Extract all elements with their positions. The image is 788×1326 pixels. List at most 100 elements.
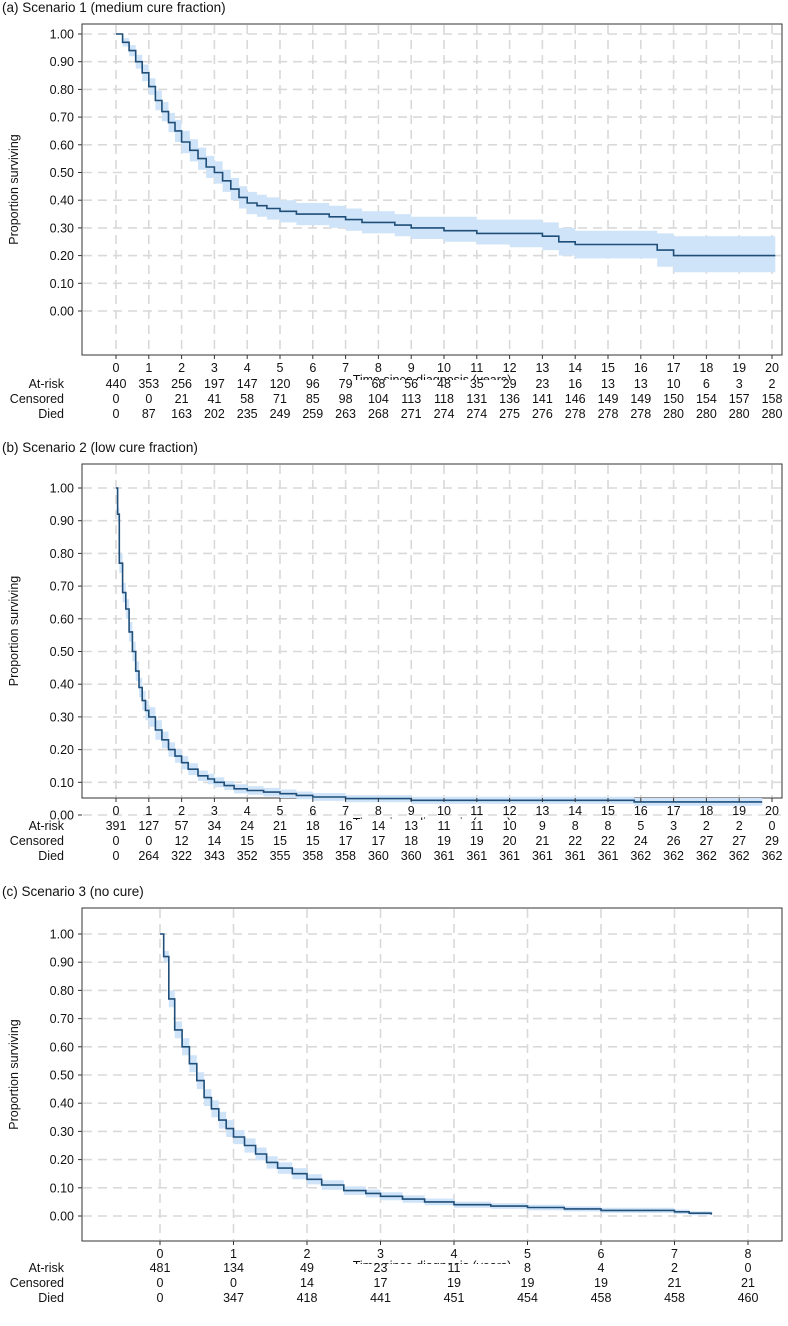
risk-cell: 29 — [765, 834, 779, 848]
x-tick-label: 3 — [211, 804, 218, 818]
x-tick-label: 1 — [145, 361, 152, 375]
risk-cell: 0 — [744, 1261, 752, 1275]
risk-cell: 0 — [230, 1276, 237, 1290]
risk-cell: 13 — [633, 377, 648, 391]
risk-cell: 197 — [203, 377, 225, 391]
y-tick-label: 0.10 — [50, 1181, 74, 1195]
x-tick-label: 0 — [113, 361, 120, 375]
risk-row-label: Died — [38, 1291, 64, 1305]
x-tick-label: 16 — [634, 361, 648, 375]
risk-cell: 154 — [695, 392, 717, 406]
x-tick-label: 2 — [304, 1247, 311, 1261]
risk-cell: 440 — [105, 377, 127, 391]
x-tick-label: 17 — [667, 361, 681, 375]
risk-cell: 0 — [112, 834, 120, 848]
risk-cell: 278 — [630, 407, 652, 421]
risk-cell: 22 — [568, 834, 583, 848]
risk-cell: 15 — [273, 834, 287, 848]
y-tick-label: 0.80 — [50, 984, 74, 998]
panel-scenario-1: (a) Scenario 1 (medium cure fraction) 0.… — [0, 0, 788, 440]
risk-cell: 280 — [695, 407, 717, 421]
risk-cell: 278 — [597, 407, 619, 421]
risk-cell: 134 — [223, 1261, 244, 1275]
risk-cell: 347 — [223, 1291, 244, 1305]
risk-cell: 19 — [447, 1276, 461, 1290]
risk-cell: 27 — [699, 834, 714, 848]
risk-row-at-risk: At-risk 481 134 49 23 11 8 4 2 0 — [0, 1261, 788, 1276]
risk-cell: 360 — [367, 849, 389, 863]
risk-cell: 358 — [302, 849, 324, 863]
risk-cell: 458 — [664, 1291, 685, 1305]
survival-line — [160, 933, 713, 1215]
risk-row-at-risk: At-risk 391 127 57 34 24 21 18 16 14 13 11 11 10 9 8 8 5 3… — [0, 819, 788, 834]
x-axis-label: Time since diagnosis (years) — [353, 373, 512, 380]
y-tick-label: 0.60 — [50, 1040, 74, 1054]
risk-cell: 2 — [702, 819, 710, 833]
x-tick-label: 13 — [535, 361, 549, 375]
chart-title: (b) Scenario 2 (low cure fraction) — [2, 440, 198, 455]
risk-cell: 21 — [174, 392, 189, 406]
risk-cell: 343 — [203, 849, 225, 863]
y-tick-label: 0.90 — [50, 55, 74, 69]
risk-cell: 391 — [105, 819, 127, 833]
risk-cell: 4 — [597, 1261, 605, 1275]
risk-cell: 17 — [371, 834, 386, 848]
y-tick-label: 0.40 — [50, 194, 74, 208]
risk-cell: 21 — [667, 1276, 682, 1290]
y-tick-label: 0.40 — [50, 678, 74, 692]
risk-cell: 71 — [273, 392, 287, 406]
risk-row-label: Died — [38, 407, 64, 421]
risk-cell: 418 — [296, 1291, 318, 1305]
risk-cell: 13 — [404, 819, 419, 833]
risk-cell: 146 — [564, 392, 586, 406]
risk-cell: 104 — [367, 392, 389, 406]
y-tick-label: 0.90 — [50, 514, 74, 528]
risk-cell: 118 — [434, 392, 454, 406]
risk-cell: 157 — [728, 392, 750, 406]
x-tick-label: 6 — [309, 804, 316, 818]
x-tick-label: 4 — [244, 804, 251, 818]
risk-cell: 361 — [433, 849, 455, 863]
risk-row-label: At-risk — [28, 377, 64, 391]
risk-cell: 24 — [633, 834, 648, 848]
risk-cell: 235 — [236, 407, 258, 421]
risk-cell: 24 — [240, 819, 255, 833]
x-tick-label: 1 — [145, 804, 152, 818]
risk-cell: 149 — [597, 392, 619, 406]
risk-cell: 5 — [637, 819, 645, 833]
y-tick-label: 1.00 — [50, 28, 74, 42]
risk-cell: 8 — [604, 819, 612, 833]
x-tick-label: 19 — [732, 361, 746, 375]
risk-cell: 11 — [447, 1261, 461, 1275]
y-tick-label: 0.20 — [50, 249, 74, 263]
risk-cell: 355 — [269, 849, 291, 863]
risk-cell: 361 — [466, 849, 488, 863]
risk-cell: 113 — [401, 392, 422, 406]
risk-row-label: At-risk — [28, 1261, 64, 1275]
risk-cell: 87 — [141, 407, 156, 421]
risk-cell: 49 — [300, 1261, 314, 1275]
y-tick-label: 0.90 — [50, 956, 74, 970]
x-tick-label: 5 — [277, 804, 284, 818]
x-tick-label: 18 — [699, 361, 713, 375]
risk-cell: 15 — [240, 834, 255, 848]
risk-row-label: At-risk — [28, 819, 64, 833]
x-tick-label: 8 — [375, 804, 382, 818]
x-tick-label: 11 — [470, 361, 483, 375]
risk-cell: 136 — [499, 392, 521, 406]
x-tick-label: 12 — [503, 361, 517, 375]
risk-cell: 264 — [138, 849, 160, 863]
risk-cell: 13 — [601, 377, 615, 391]
x-tick-label: 17 — [667, 804, 681, 818]
risk-cell: 131 — [466, 392, 488, 406]
x-tick-label: 14 — [568, 804, 582, 818]
risk-cell: 120 — [269, 377, 291, 391]
x-tick-label: 11 — [470, 804, 483, 818]
risk-cell: 280 — [663, 407, 685, 421]
risk-cell: 460 — [737, 1291, 759, 1305]
y-tick-label: 0.20 — [50, 743, 74, 757]
x-tick-label: 9 — [408, 361, 415, 375]
risk-cell: 163 — [171, 407, 193, 421]
risk-cell: 48 — [437, 377, 451, 391]
risk-row-died: Died 0 264 322 343 352 355 358 358 360 360 361 361 36… — [0, 849, 788, 864]
